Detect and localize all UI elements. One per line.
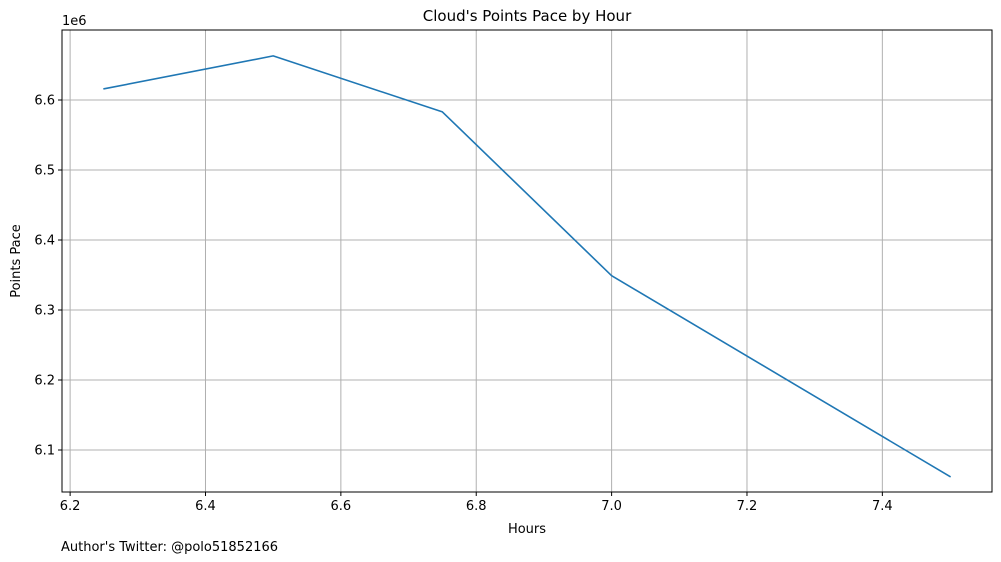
y-tick-label: 6.5 [34,164,55,179]
y-tick-label: 6.3 [34,304,55,319]
chart-title: Cloud's Points Pace by Hour [423,7,632,25]
x-tick-label: 6.2 [60,499,81,514]
series-layer [103,55,951,478]
y-tick-label: 6.4 [34,234,55,249]
plot-frame [61,29,993,493]
y-axis-offset-label: 1e6 [62,14,87,29]
x-axis-label: Hours [508,522,546,537]
grid-lines [62,30,992,492]
x-tick-label: 6.4 [195,499,216,514]
y-tick-label: 6.6 [34,94,55,109]
author-twitter-credit: Author's Twitter: @polo51852166 [61,540,278,555]
x-tick-label: 7.4 [872,499,893,514]
y-tick-label: 6.2 [34,374,55,389]
x-tick-label: 6.8 [466,499,487,514]
tick-layer: 6.2 6.4 6.6 6.8 7.0 7.2 7.4 6.1 6.2 6.3 6.4 6.5 6.6 [34,94,892,515]
x-tick-label: 7.2 [737,499,758,514]
x-tick-label: 6.6 [331,499,352,514]
x-tick-label: 7.0 [601,499,622,514]
y-tick-label: 6.1 [34,444,55,459]
series-line [103,55,951,478]
y-axis-label: Points Pace [9,224,24,298]
